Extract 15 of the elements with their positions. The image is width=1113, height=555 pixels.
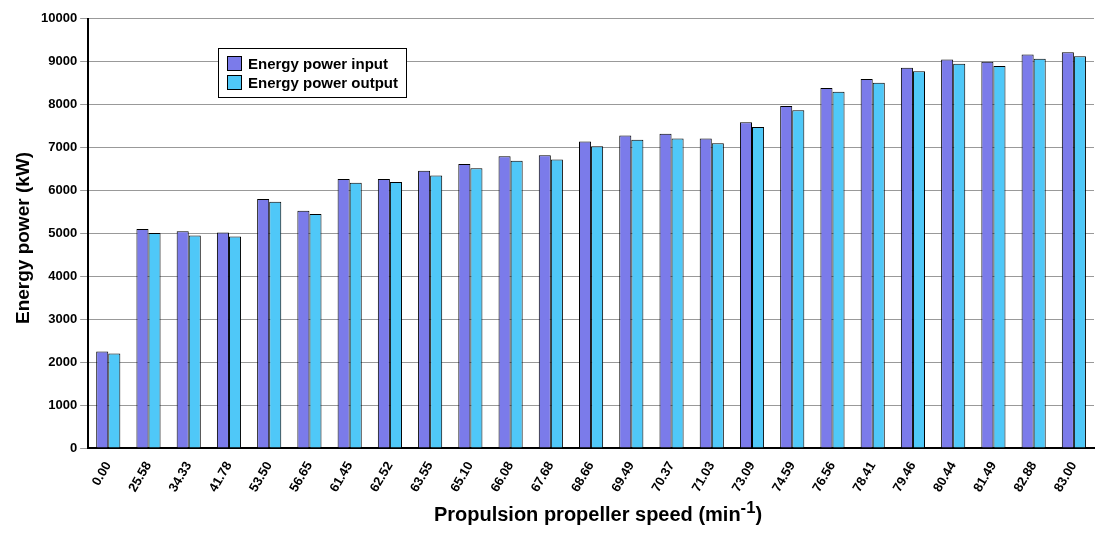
y-tick-label: 9000 — [48, 53, 78, 69]
y-tick-label: 5000 — [48, 224, 78, 240]
y-tick-label: 2000 — [48, 353, 78, 369]
legend-label: Energy power output — [248, 74, 398, 91]
y-tick-label: 4000 — [48, 267, 78, 283]
x-axis-title: Propulsion propeller speed (min$^{-1}$) — [432, 498, 764, 526]
y-tick-label: 0 — [69, 439, 78, 455]
y-axis-title: Energy power (kW) — [12, 151, 34, 325]
y-tick-label: 6000 — [48, 182, 78, 198]
legend-label: Energy power input — [248, 55, 389, 72]
y-tick-label: 8000 — [48, 96, 78, 112]
y-tick-label: 7000 — [48, 139, 78, 155]
y-tick-label: 1000 — [48, 396, 78, 412]
y-tick-label: 3000 — [48, 310, 78, 326]
y-tick-label: 10000 — [40, 10, 78, 26]
